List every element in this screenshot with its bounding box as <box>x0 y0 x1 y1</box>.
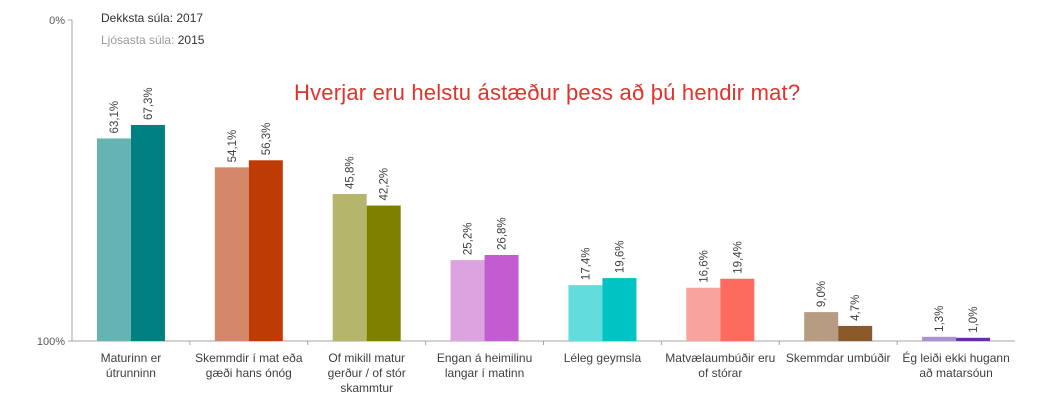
data-label: 19,4% <box>732 241 744 274</box>
category-label: gerður / of stór <box>328 366 406 380</box>
bar-2015 <box>568 285 603 341</box>
category-label: að matarsóun <box>919 366 992 380</box>
bar-2017 <box>956 337 991 341</box>
bar-2017 <box>838 325 873 341</box>
data-label: 45,8% <box>345 156 357 189</box>
data-label: 42,2% <box>379 168 391 201</box>
category-label: gæði hans ónóg <box>206 366 292 380</box>
category-label: Ég leiði ekki hugann <box>902 350 1009 365</box>
y-tick-label: 100% <box>37 336 65 348</box>
data-label: 56,3% <box>261 123 273 156</box>
bar-2017 <box>248 160 283 341</box>
chart-bars <box>96 124 991 341</box>
bar-2015 <box>450 260 485 341</box>
data-label: 67,3% <box>143 87 155 120</box>
bar-2015 <box>96 138 131 341</box>
bar-2017 <box>602 278 637 341</box>
category-label: Léleg geymsla <box>564 351 642 365</box>
bar-2017 <box>130 124 165 341</box>
legend-light-year: 2015 <box>177 33 205 47</box>
chart-axes: 100% 0% <box>37 15 1015 348</box>
bar-2017 <box>366 205 401 341</box>
chart-data-labels: 63,1% 67,3% 54,1% 56,3% 45,8% 42,2% 25,2% 26,8%… <box>109 87 980 332</box>
data-label: 1,3% <box>934 306 946 332</box>
category-label: Maturinn er <box>101 351 162 365</box>
data-label: 4,7% <box>850 295 862 321</box>
legend-dark-bar: Dekksta súla: 2017 <box>101 11 203 25</box>
y-tick-label: 0% <box>49 15 65 27</box>
data-label: 26,8% <box>497 217 509 250</box>
data-label: 63,1% <box>109 101 121 134</box>
bar-2015 <box>922 336 957 341</box>
category-label: skammtur <box>340 381 393 395</box>
bar-2015 <box>214 167 249 341</box>
bar-2015 <box>332 193 367 341</box>
data-label: 19,6% <box>614 240 626 273</box>
data-label: 25,2% <box>463 222 475 255</box>
category-label: Skemmdar umbúðir <box>786 351 891 365</box>
category-label: Of mikill matur <box>328 351 405 365</box>
category-label: Matvælaumbúðir eru <box>665 351 775 365</box>
category-label: of stórar <box>698 366 742 380</box>
category-label: langar í matinn <box>445 366 524 380</box>
data-label: 54,1% <box>227 130 239 163</box>
bar-2015 <box>686 287 721 341</box>
data-label: 16,6% <box>698 250 710 283</box>
bar-2017 <box>720 278 755 341</box>
category-label: Engan á heimilinu <box>437 351 532 365</box>
data-label: 17,4% <box>580 248 592 281</box>
data-label: 9,0% <box>816 281 828 307</box>
legend-dark-year: 2017 <box>176 11 204 25</box>
category-label: Skemmdir í mat eða <box>195 351 303 365</box>
bar-2015 <box>804 312 839 341</box>
legend-dark-label: Dekksta súla: <box>101 11 174 25</box>
category-label: útrunninn <box>106 366 156 380</box>
data-label: 1,0% <box>968 307 980 333</box>
legend-light-bar: Ljósasta súla: 2015 <box>101 33 204 47</box>
legend-light-label: Ljósasta súla: <box>101 33 175 47</box>
chart-title: Hverjar eru helstu ástæður þess að þú he… <box>294 80 801 105</box>
bar-2017 <box>484 254 519 341</box>
